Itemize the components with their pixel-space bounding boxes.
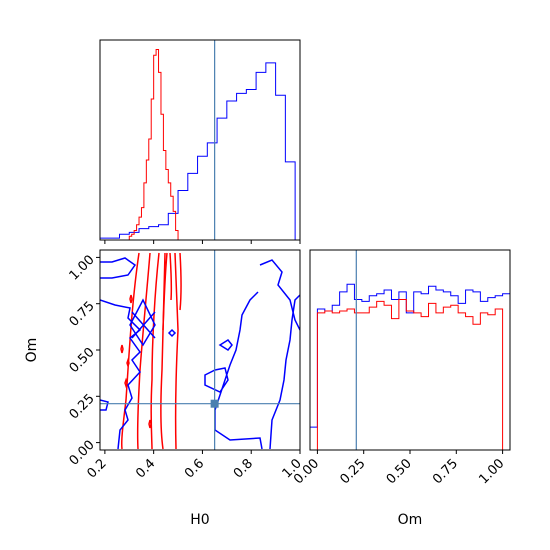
contour-panel: 0.2 0.4 0.6 0.8 1.00.000.250.500.751.00	[67, 249, 305, 481]
om-hist-xtick-label-3: 0.75	[430, 456, 461, 487]
blue-contour-x	[129, 298, 156, 347]
h0-histogram-red	[128, 49, 179, 240]
red-contour-island-3	[124, 377, 128, 389]
red-contour-inner	[162, 252, 179, 450]
blue-contour-right	[204, 259, 300, 450]
y-axis-label-om: Om	[24, 338, 40, 363]
red-contour-right	[169, 252, 182, 311]
contour-ticks: 0.2 0.4 0.6 0.8 1.00.000.250.500.751.00	[67, 252, 305, 481]
contour-xtick-label-2: 0.6	[182, 456, 207, 481]
h0-histogram-blue	[100, 62, 296, 240]
h0-histogram-panel	[99, 39, 301, 244]
om-histogram-panel: 0.00 0.25 0.50 0.75 1.00	[291, 249, 511, 487]
x-axis-label-om: Om	[398, 512, 423, 528]
contour-ytick-label-4: 1.00	[67, 252, 98, 283]
om-histogram-frame	[309, 249, 511, 451]
blue-contour-right-outer	[269, 294, 300, 450]
om-hist-xtick-label-4: 1.00	[476, 456, 507, 487]
om-hist-xtick-label-2: 0.50	[384, 456, 415, 487]
om-histogram-blue	[310, 283, 510, 450]
om-histogram-ticks: 0.00 0.25 0.50 0.75 1.00	[291, 450, 507, 487]
x-axis-label-h0: H0	[190, 512, 209, 528]
contour-ytick-label-3: 0.75	[67, 299, 98, 330]
contour-xtick-label-0: 0.2	[84, 456, 109, 481]
red-contour-island-2	[120, 344, 124, 354]
blue-contour-small	[100, 328, 177, 411]
h0-histogram-frame	[99, 39, 301, 241]
red-contours	[120, 252, 182, 450]
red-contour-island-4	[126, 357, 130, 369]
blue-contour-left	[100, 257, 142, 450]
contour-ytick-label-2: 0.50	[67, 345, 98, 376]
h0-histogram-ticks	[104, 240, 301, 244]
contour-xtick-label-1: 0.4	[133, 456, 158, 481]
contour-xtick-label-3: 0.8	[231, 456, 256, 481]
om-histogram-red	[310, 299, 510, 450]
truth-marker	[210, 399, 219, 408]
om-hist-xtick-label-1: 0.25	[337, 456, 368, 487]
contour-ytick-label-1: 0.25	[67, 391, 98, 422]
red-contour-island-1	[129, 294, 133, 304]
blue-contours	[100, 257, 300, 450]
red-contour-island-5	[148, 419, 152, 429]
